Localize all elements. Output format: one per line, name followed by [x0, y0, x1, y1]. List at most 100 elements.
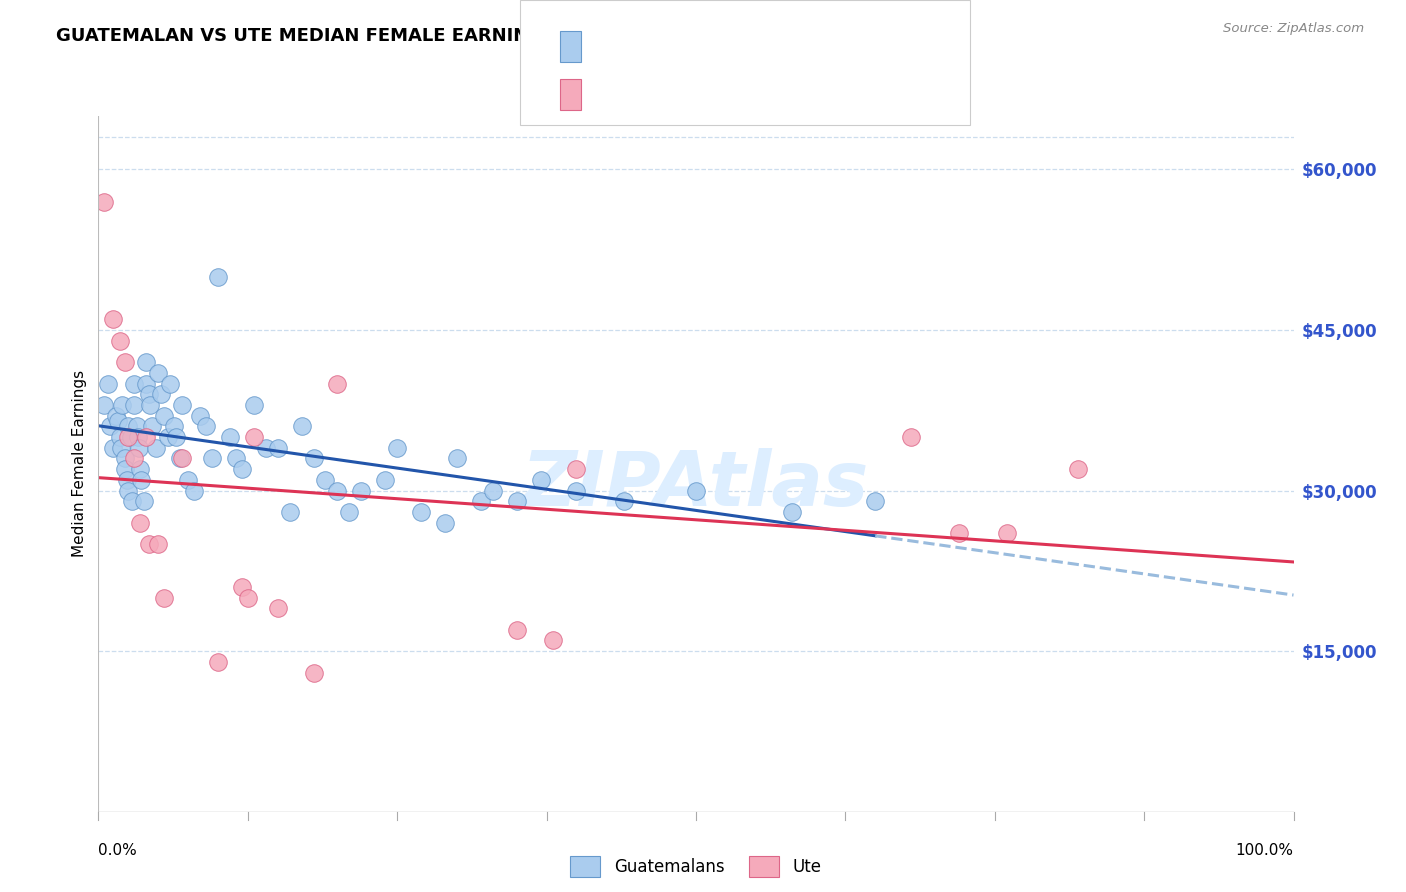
Point — [863, 494, 887, 508]
Point — [114, 462, 136, 476]
Point — [138, 387, 160, 401]
Point — [138, 537, 160, 551]
Point — [183, 483, 205, 498]
Point — [139, 398, 162, 412]
Point — [172, 451, 194, 466]
Text: 26: 26 — [742, 86, 768, 103]
Point — [219, 430, 242, 444]
Point — [194, 419, 218, 434]
Point — [93, 194, 115, 209]
Point — [148, 537, 170, 551]
Point — [110, 441, 132, 455]
Point — [267, 601, 290, 615]
Text: GUATEMALAN VS UTE MEDIAN FEMALE EARNINGS CORRELATION CHART: GUATEMALAN VS UTE MEDIAN FEMALE EARNINGS… — [56, 27, 778, 45]
Point — [145, 441, 167, 455]
Point — [948, 526, 970, 541]
Point — [165, 430, 187, 444]
Point — [315, 473, 337, 487]
Point — [267, 441, 290, 455]
Point — [446, 451, 468, 466]
Point — [117, 419, 139, 434]
Point — [153, 409, 176, 423]
Point — [141, 419, 163, 434]
Y-axis label: Median Female Earnings: Median Female Earnings — [72, 370, 87, 558]
Point — [613, 494, 636, 508]
Point — [101, 441, 124, 455]
Text: -0.217: -0.217 — [634, 37, 699, 55]
Point — [127, 430, 149, 444]
Point — [125, 419, 148, 434]
Point — [117, 430, 139, 444]
Point — [900, 430, 922, 444]
Text: 72: 72 — [742, 37, 768, 55]
Point — [231, 580, 253, 594]
Point — [481, 483, 505, 498]
Point — [107, 414, 129, 428]
Point — [506, 494, 529, 508]
Point — [124, 398, 146, 412]
Point — [163, 419, 186, 434]
Point — [124, 451, 146, 466]
Point — [780, 505, 803, 519]
Point — [120, 430, 142, 444]
Point — [97, 376, 120, 391]
Point — [156, 430, 179, 444]
Point — [201, 451, 224, 466]
Point — [302, 665, 325, 680]
Point — [302, 451, 325, 466]
Point — [565, 483, 588, 498]
Point — [105, 409, 128, 423]
Point — [254, 441, 277, 455]
Point — [114, 355, 136, 369]
Point — [131, 473, 153, 487]
Point — [159, 376, 181, 391]
Point — [117, 483, 139, 498]
Point — [148, 366, 170, 380]
Point — [433, 516, 456, 530]
Point — [149, 387, 172, 401]
Point — [124, 376, 146, 391]
Point — [225, 451, 247, 466]
Point — [243, 430, 266, 444]
Text: N =: N = — [700, 86, 758, 103]
Point — [114, 451, 136, 466]
Point — [121, 494, 143, 508]
Point — [243, 398, 266, 412]
Point — [529, 473, 551, 487]
Point — [153, 591, 176, 605]
Point — [101, 312, 124, 326]
Text: Source: ZipAtlas.com: Source: ZipAtlas.com — [1223, 22, 1364, 36]
Point — [339, 505, 360, 519]
Point — [326, 376, 349, 391]
Point — [169, 451, 191, 466]
Point — [374, 473, 396, 487]
Point — [108, 334, 131, 348]
Point — [278, 505, 301, 519]
Point — [470, 494, 492, 508]
Point — [188, 409, 211, 423]
Point — [108, 430, 131, 444]
Text: R =: R = — [595, 37, 634, 55]
Point — [129, 516, 152, 530]
Point — [115, 473, 138, 487]
Point — [1067, 462, 1090, 476]
Point — [93, 398, 115, 412]
Point — [207, 269, 229, 284]
Point — [326, 483, 349, 498]
Point — [350, 483, 373, 498]
Text: 0.0%: 0.0% — [98, 843, 138, 858]
Point — [128, 441, 150, 455]
Point — [291, 419, 314, 434]
Point — [111, 398, 134, 412]
Point — [541, 633, 564, 648]
Point — [565, 462, 588, 476]
Point — [135, 355, 157, 369]
Point — [995, 526, 1018, 541]
Text: N =: N = — [700, 37, 758, 55]
Point — [135, 430, 157, 444]
Point — [177, 473, 200, 487]
Point — [385, 441, 409, 455]
Text: 100.0%: 100.0% — [1236, 843, 1294, 858]
Point — [132, 494, 155, 508]
Point — [129, 462, 152, 476]
